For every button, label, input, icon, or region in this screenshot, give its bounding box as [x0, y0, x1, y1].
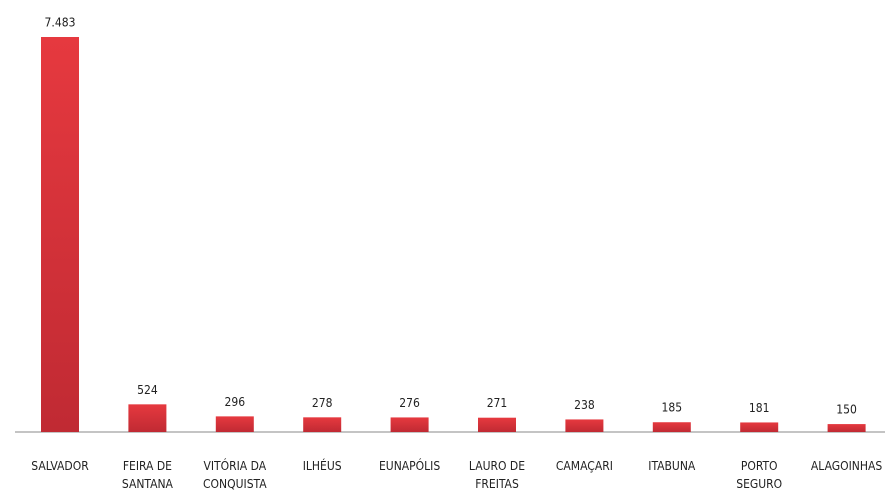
bar — [41, 37, 79, 432]
bar — [478, 417, 516, 432]
x-tick-label: ILHÉUS — [303, 458, 342, 473]
bar — [390, 417, 429, 432]
value-label: 271 — [487, 396, 508, 410]
x-tick-label-line: FREITAS — [475, 477, 519, 491]
bar — [128, 404, 167, 432]
bar — [303, 417, 342, 432]
x-tick-label-line: SEGURO — [736, 477, 782, 491]
x-tick-label-line: PORTO — [741, 459, 778, 473]
x-tick-label: PORTO SEGURO — [736, 459, 782, 491]
value-label: 185 — [661, 401, 682, 415]
x-tick-label: ALAGOINHAS — [811, 459, 882, 473]
x-tick-label-line: ALAGOINHAS — [811, 459, 882, 473]
bar — [652, 422, 691, 432]
value-label: 181 — [749, 401, 770, 415]
value-label: 7.483 — [45, 16, 76, 30]
bar — [827, 424, 866, 432]
bar — [565, 419, 604, 432]
x-tick-label: SALVADOR — [31, 459, 89, 473]
x-tick-label: FEIRA DE SANTANA — [122, 459, 174, 491]
x-tick-label-line: LAURO DE — [469, 459, 525, 473]
value-label: 278 — [312, 396, 333, 410]
x-tick-label-line: ILHÉUS — [303, 458, 342, 473]
bar — [215, 416, 254, 432]
x-tick-label-line: SALVADOR — [31, 459, 89, 473]
value-label: 238 — [574, 398, 595, 412]
x-tick-label: CAMAÇARI — [556, 459, 613, 473]
x-tick-label: VITÓRIA DA CONQUISTA — [203, 458, 267, 491]
x-tick-label-line: CAMAÇARI — [556, 459, 613, 473]
value-label: 276 — [399, 396, 420, 410]
x-tick-label-line: FEIRA DE — [123, 459, 172, 473]
x-tick-label: LAURO DE FREITAS — [469, 459, 525, 491]
value-label: 150 — [836, 403, 857, 417]
x-tick-label-line: ITABUNA — [648, 459, 696, 473]
x-tick-label-line: CONQUISTA — [203, 477, 267, 491]
x-tick-label: ITABUNA — [648, 459, 696, 473]
bar — [740, 422, 779, 432]
value-label: 524 — [137, 383, 158, 397]
x-tick-label-line: EUNAPÓLIS — [379, 458, 440, 473]
x-tick-label-line: SANTANA — [122, 477, 174, 491]
x-tick-label: EUNAPÓLIS — [379, 458, 440, 473]
x-tick-label-line: VITÓRIA DA — [203, 458, 266, 473]
value-label: 296 — [224, 395, 245, 409]
